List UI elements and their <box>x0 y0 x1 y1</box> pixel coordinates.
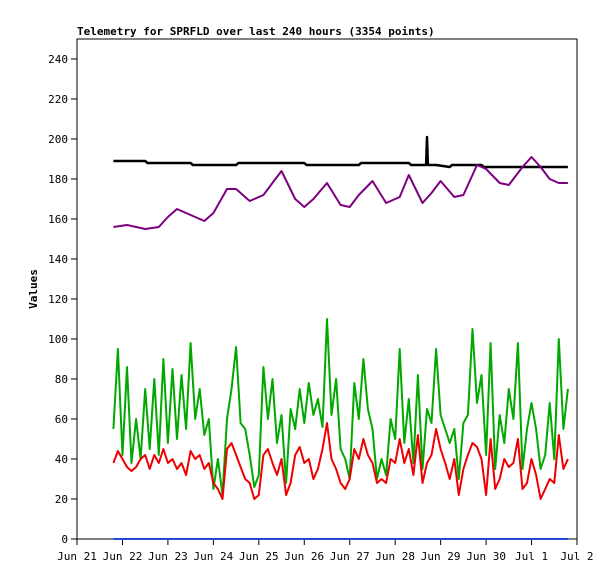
y-tick-label: 20 <box>55 493 68 506</box>
y-tick-label: 80 <box>55 373 68 386</box>
x-tick-label: Jun 28 <box>375 550 415 563</box>
series-line <box>113 156 568 230</box>
x-tick-label: Jul 1 <box>515 550 548 563</box>
x-tick-label: Jun 23 <box>148 550 188 563</box>
y-axis: 0 20 40 60 80 100 120 140 160 180 200 220 240 <box>48 53 77 546</box>
x-tick-label: Jun 30 <box>466 550 506 563</box>
y-tick-label: 240 <box>48 53 68 66</box>
x-tick-label: Jun 24 <box>193 550 233 563</box>
x-tick-label: Jun 26 <box>284 550 324 563</box>
x-axis: Jun 21 Jun 22 Jun 23 Jun 24 Jun 25 Jun 26 Jun … <box>57 539 594 563</box>
y-tick-label: 160 <box>48 213 68 226</box>
x-tick-label: Jun 21 <box>57 550 97 563</box>
chart-title: Telemetry for SPRFLD over last 240 hours… <box>77 25 435 38</box>
x-tick-label: Jun 25 <box>239 550 279 563</box>
x-tick-label: Jun 27 <box>330 550 370 563</box>
series-group <box>112 135 569 540</box>
y-tick-label: 100 <box>48 333 68 346</box>
series-line <box>112 422 569 500</box>
y-tick-label: 60 <box>55 413 68 426</box>
x-tick-label: Jun 29 <box>421 550 461 563</box>
y-tick-label: 200 <box>48 133 68 146</box>
series-line <box>113 135 568 169</box>
x-tick-label: Jul 2 <box>560 550 593 563</box>
y-tick-label: 0 <box>61 533 68 546</box>
y-tick-label: 220 <box>48 93 68 106</box>
series-line <box>112 318 569 496</box>
y-tick-label: 140 <box>48 253 68 266</box>
y-tick-label: 40 <box>55 453 68 466</box>
x-tick-label: Jun 22 <box>103 550 143 563</box>
y-axis-label: Values <box>27 269 40 309</box>
y-tick-label: 180 <box>48 173 68 186</box>
y-tick-label: 120 <box>48 293 68 306</box>
